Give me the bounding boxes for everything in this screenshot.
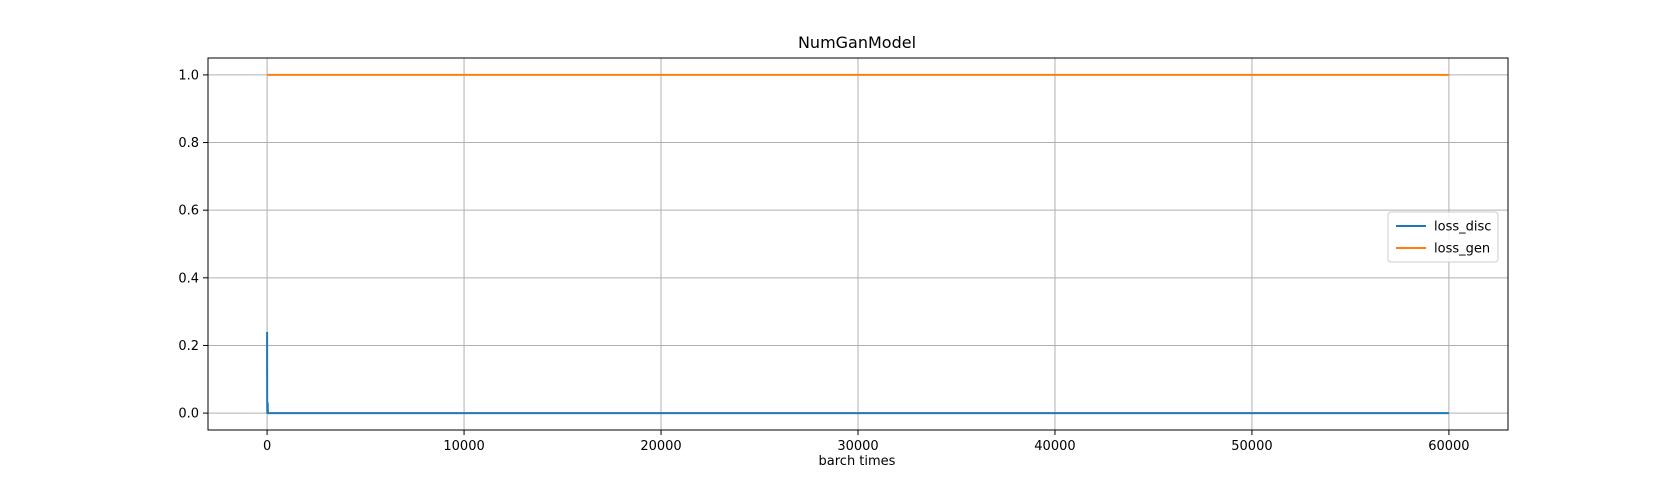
y-tick-label: 0.2 xyxy=(178,339,199,354)
y-axis-ticks: 0.0 0.2 0.4 0.6 0.8 1.0 xyxy=(178,68,208,422)
x-tick-label: 30000 xyxy=(837,439,878,454)
legend-label-loss-gen: loss_gen xyxy=(1434,242,1490,257)
x-tick-label: 50000 xyxy=(1231,439,1272,454)
y-tick-label: 0.8 xyxy=(178,136,199,151)
x-axis-ticks: 0 10000 20000 30000 40000 50000 60000 xyxy=(263,430,1470,454)
y-tick-label: 0.0 xyxy=(178,407,199,422)
x-tick-label: 0 xyxy=(263,439,271,454)
y-tick-label: 0.4 xyxy=(178,271,199,286)
legend-box xyxy=(1387,211,1499,263)
legend-label-loss-disc: loss_disc xyxy=(1434,220,1491,235)
y-tick-label: 1.0 xyxy=(178,68,199,83)
x-axis-label: barch times xyxy=(819,454,896,469)
x-tick-label: 10000 xyxy=(443,439,484,454)
x-tick-label: 20000 xyxy=(640,439,681,454)
x-tick-label: 60000 xyxy=(1428,439,1469,454)
series-line-loss-disc xyxy=(266,331,1449,415)
chart-title: NumGanModel xyxy=(798,33,916,52)
x-tick-label: 40000 xyxy=(1034,439,1075,454)
series-layer xyxy=(266,73,1449,415)
y-tick-label: 0.6 xyxy=(178,204,199,219)
legend: loss_disc loss_gen xyxy=(1387,211,1499,263)
